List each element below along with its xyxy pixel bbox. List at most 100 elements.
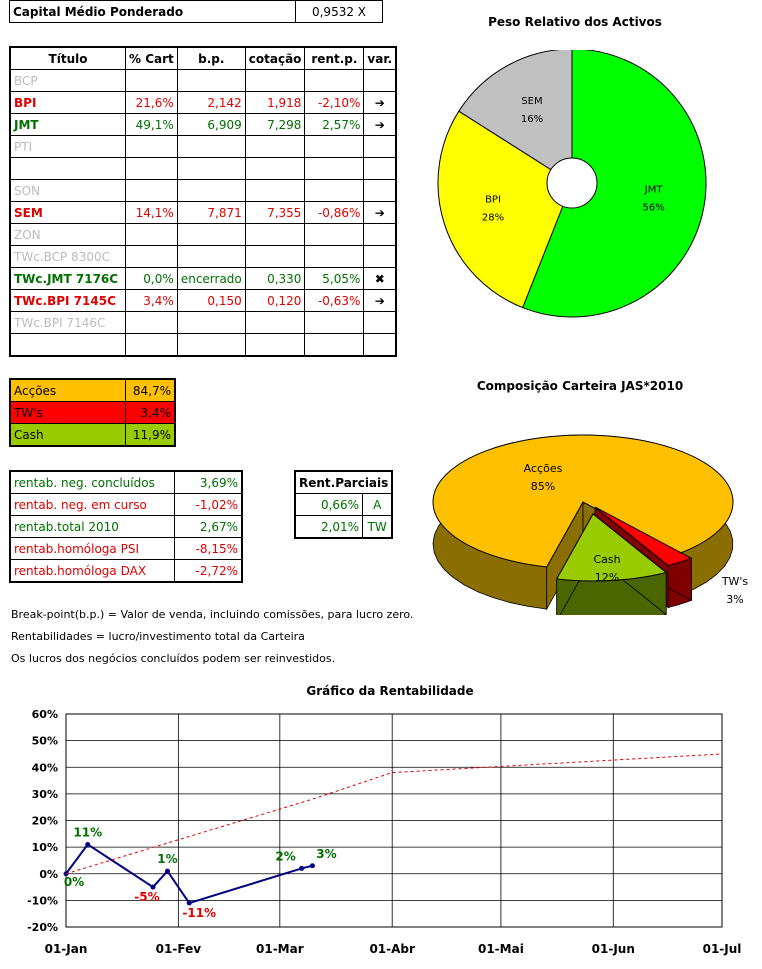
- composition-row: Acções 84,7%: [9, 378, 176, 402]
- point-label: 0%: [64, 875, 84, 889]
- cell-rent: -0,63%: [304, 289, 365, 312]
- cell-cot: [244, 69, 306, 92]
- capital-label: Capital Médio Ponderado: [9, 0, 296, 23]
- trend-line: [65, 753, 723, 875]
- cell-rent: -0,86%: [304, 201, 365, 224]
- cell-rent: [304, 179, 365, 202]
- x-tick-label: 01-Jul: [703, 942, 742, 956]
- cell-bp: [176, 135, 246, 158]
- point-label: -11%: [182, 906, 216, 920]
- composition-label: Acções: [9, 378, 126, 402]
- returns-label: rentab.homóloga DAX: [9, 559, 175, 583]
- cell-pct: [125, 135, 178, 158]
- cell-rent: [304, 223, 365, 246]
- cell-bp: 6,909: [176, 113, 246, 136]
- cell-var: ➔: [363, 113, 397, 136]
- cell-pct: 21,6%: [125, 91, 178, 114]
- x-tick-label: 01-Fev: [156, 942, 202, 956]
- pie1-hole: [546, 157, 598, 209]
- x-tick-label: 01-Jun: [592, 942, 635, 956]
- portfolio-table: Título % Cart b.p. cotação rent.p. var. …: [9, 46, 398, 357]
- header-title: Título: [9, 46, 126, 70]
- y-tick-label: 10%: [32, 841, 58, 854]
- capital-value: 0,9532 X: [295, 0, 383, 23]
- x-tick-label: 01-Mai: [478, 942, 524, 956]
- cell-name: PTI: [9, 135, 126, 158]
- cell-rent: [304, 157, 365, 180]
- header-rent: rent.p.: [304, 46, 365, 70]
- cell-cot: 0,120: [244, 289, 306, 312]
- cell-var: [363, 223, 397, 246]
- y-tick-label: -10%: [27, 894, 58, 907]
- pie2-label-value: 3%: [726, 593, 743, 606]
- cell-bp: 0,150: [176, 289, 246, 312]
- cell-bp: [176, 69, 246, 92]
- y-tick-label: 50%: [32, 735, 58, 748]
- cell-bp: [176, 333, 246, 357]
- point-label: 2%: [275, 849, 295, 863]
- cell-var: ➔: [363, 289, 397, 312]
- pie2-slice-1: [594, 506, 693, 567]
- returns-value: -2,72%: [174, 559, 243, 583]
- cell-cot: [244, 179, 306, 202]
- cell-name: SON: [9, 179, 126, 202]
- cell-rent: 2,57%: [304, 113, 365, 136]
- cell-var: ➔: [363, 201, 397, 224]
- cell-name: SEM: [9, 201, 126, 224]
- cell-rent: -2,10%: [304, 91, 365, 114]
- pie1-chart: JMT 56% BPI 28% SEM 16%: [437, 50, 707, 318]
- returns-row: rentab.homóloga PSI -8,15%: [9, 537, 243, 560]
- cell-var: ➔: [363, 91, 397, 114]
- cell-rent: [304, 69, 365, 92]
- partial-value-tw: 2,01%: [294, 515, 364, 539]
- cell-name: TWc.BPI 7146C: [9, 311, 126, 334]
- cell-bp: [176, 223, 246, 246]
- cell-cot: 1,918: [244, 91, 306, 114]
- point-label: 1%: [157, 852, 177, 866]
- note-lucros: Os lucros dos negócios concluídos podem …: [11, 652, 336, 665]
- cell-cot: [244, 245, 306, 268]
- y-tick-label: 0%: [39, 868, 58, 881]
- y-tick-label: 20%: [32, 815, 58, 828]
- cell-var: [363, 245, 397, 268]
- returns-value: -1,02%: [174, 493, 243, 516]
- x-tick-label: 01-Mar: [256, 942, 304, 956]
- table-row: ZON: [9, 223, 397, 246]
- cell-cot: [244, 333, 306, 357]
- cell-name: TWc.BCP 8300C: [9, 245, 126, 268]
- cell-cot: 7,355: [244, 201, 306, 224]
- cell-var: [363, 135, 397, 158]
- returns-row: rentab.homóloga DAX -2,72%: [9, 559, 243, 583]
- cell-name: [9, 157, 126, 180]
- y-tick-label: 40%: [32, 761, 58, 774]
- cell-var: ✖: [363, 267, 397, 290]
- pie1-slice-bpi: [437, 110, 573, 309]
- table-row: BCP: [9, 69, 397, 92]
- cell-var: [363, 157, 397, 180]
- pie2-label-name: Acções: [524, 462, 563, 475]
- returns-value: 2,67%: [174, 515, 243, 538]
- cell-pct: [125, 223, 178, 246]
- cell-bp: [176, 157, 246, 180]
- cell-cot: 7,298: [244, 113, 306, 136]
- data-point: [309, 863, 315, 869]
- point-label: 3%: [316, 847, 336, 861]
- note-breakpoint: Break-point(b.p.) = Valor de venda, incl…: [11, 608, 414, 621]
- cell-var: [363, 179, 397, 202]
- composition-label: TW's: [9, 401, 126, 424]
- cell-pct: [125, 245, 178, 268]
- pie2-chart: Acções 85% TW's 3% Cash 12%: [432, 434, 748, 615]
- cell-pct: 3,4%: [125, 289, 178, 312]
- partial-header: Rent.Parciais: [294, 470, 393, 494]
- data-point: [85, 841, 91, 847]
- cell-pct: 14,1%: [125, 201, 178, 224]
- data-point: [299, 865, 305, 871]
- cell-pct: 0,0%: [125, 267, 178, 290]
- point-label: 11%: [73, 825, 102, 839]
- table-row: [9, 157, 397, 180]
- cell-name: [9, 333, 126, 357]
- header-bp: b.p.: [176, 46, 246, 70]
- returns-label: rentab. neg. em curso: [9, 493, 175, 516]
- cell-cot: [244, 223, 306, 246]
- composition-value: 11,9%: [125, 423, 176, 447]
